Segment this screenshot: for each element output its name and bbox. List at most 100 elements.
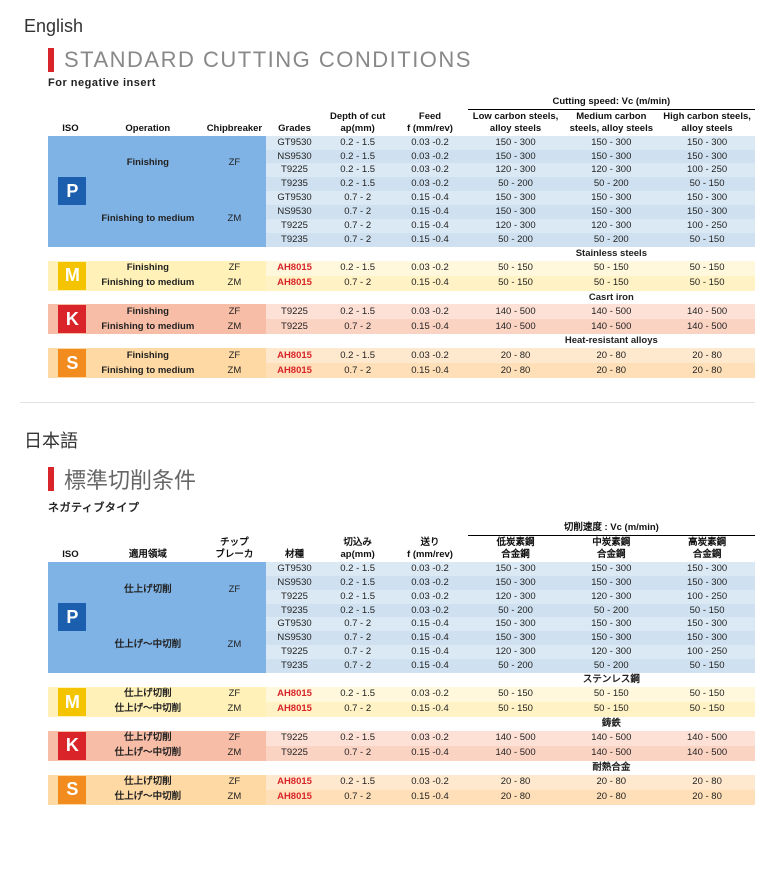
feed-cell: 0.15 -0.4 [392, 631, 467, 645]
depth-cell: 0.2 - 1.5 [323, 562, 392, 576]
grade-cell: T9225 [266, 645, 323, 659]
speed-cell: 140 - 500 [468, 731, 564, 746]
speed-cell: 50 - 150 [468, 261, 564, 276]
depth-cell: 0.7 - 2 [323, 191, 392, 205]
grade-cell: T9225 [266, 163, 323, 177]
iso-cell: S [48, 775, 93, 805]
speed-cell: 150 - 300 [468, 136, 564, 150]
speed-cell: 120 - 300 [468, 645, 564, 659]
table-body-en: PFinishingZFGT95300.2 - 1.50.03 -0.2150 … [48, 136, 755, 379]
speed-cell: 50 - 150 [468, 687, 564, 702]
th-depth: 切込みap(mm) [323, 521, 392, 562]
iso-badge: S [58, 349, 86, 377]
speed-cell: 150 - 300 [659, 576, 755, 590]
speed-cell: 50 - 150 [659, 276, 755, 291]
speed-cell: 50 - 200 [468, 177, 564, 191]
divider [20, 402, 755, 403]
speed-cell: 120 - 300 [563, 645, 659, 659]
material-label-row: Stainless steels [48, 247, 755, 261]
iso-badge: P [58, 177, 86, 205]
section-title-en: STANDARD CUTTING CONDITIONS [64, 47, 472, 73]
feed-cell: 0.03 -0.2 [392, 687, 467, 702]
speed-cell: 150 - 300 [659, 631, 755, 645]
speed-cell: 50 - 200 [563, 604, 659, 618]
speed-cell: 150 - 300 [659, 205, 755, 219]
iso-badge: M [58, 262, 86, 290]
feed-cell: 0.03 -0.2 [392, 177, 467, 191]
speed-cell: 140 - 500 [468, 304, 564, 319]
th-chipbreaker: Chipbreaker [203, 95, 266, 136]
speed-cell: 150 - 300 [659, 136, 755, 150]
material-label: 耐熱合金 [468, 761, 755, 775]
depth-cell: 0.7 - 2 [323, 702, 392, 717]
table-head: ISO Operation Chipbreaker Grades Depth o… [48, 95, 755, 136]
speed-cell: 140 - 500 [659, 319, 755, 334]
speed-cell: 150 - 300 [468, 576, 564, 590]
depth-cell: 0.2 - 1.5 [323, 687, 392, 702]
grade-cell: AH8015 [266, 702, 323, 717]
speed-cell: 150 - 300 [659, 191, 755, 205]
speed-cell: 50 - 200 [468, 659, 564, 673]
table-row: MFinishingZFAH80150.2 - 1.50.03 -0.250 -… [48, 261, 755, 276]
table-head: ISO 適用領域 チップ ブレーカ 材種 切込みap(mm) 送りf (mm/r… [48, 521, 755, 562]
feed-cell: 0.15 -0.4 [392, 276, 467, 291]
operation-cell: 仕上げ～中切削 [93, 702, 203, 717]
depth-cell: 0.7 - 2 [323, 746, 392, 761]
feed-cell: 0.03 -0.2 [392, 576, 467, 590]
chipbreaker-cell: ZF [203, 731, 266, 746]
depth-cell: 0.2 - 1.5 [323, 576, 392, 590]
title-row-en: STANDARD CUTTING CONDITIONS [48, 47, 755, 73]
iso-cell: P [48, 562, 93, 673]
grade-cell: T9235 [266, 177, 323, 191]
grade-cell: T9225 [266, 590, 323, 604]
speed-cell: 50 - 150 [659, 687, 755, 702]
depth-cell: 0.2 - 1.5 [323, 731, 392, 746]
speed-cell: 50 - 200 [468, 604, 564, 618]
speed-cell: 150 - 300 [563, 631, 659, 645]
table-row: 仕上げ～中切削ZMAH80150.7 - 20.15 -0.450 - 1505… [48, 702, 755, 717]
chipbreaker-cell: ZF [203, 348, 266, 363]
feed-cell: 0.15 -0.4 [392, 702, 467, 717]
chipbreaker-cell: ZM [203, 319, 266, 334]
depth-cell: 0.2 - 1.5 [323, 261, 392, 276]
speed-cell: 20 - 80 [468, 790, 564, 805]
chipbreaker-cell: ZM [203, 276, 266, 291]
th-depth: Depth of cutap(mm) [323, 95, 392, 136]
grade-cell: T9235 [266, 233, 323, 247]
grade-cell: NS9530 [266, 150, 323, 164]
section-title-ja: 標準切削条件 [64, 463, 196, 495]
grade-cell: T9225 [266, 304, 323, 319]
chipbreaker-cell: ZF [203, 261, 266, 276]
grade-cell: AH8015 [266, 276, 323, 291]
chipbreaker-cell: ZF [203, 304, 266, 319]
table-row: Finishing to mediumZMGT95300.7 - 20.15 -… [48, 191, 755, 205]
iso-cell: M [48, 261, 93, 291]
grade-cell: T9225 [266, 746, 323, 761]
speed-cell: 20 - 80 [659, 775, 755, 790]
speed-cell: 150 - 300 [563, 617, 659, 631]
speed-cell: 120 - 300 [563, 219, 659, 233]
table-row: Finishing to mediumZMAH80150.7 - 20.15 -… [48, 276, 755, 291]
speed-cell: 120 - 300 [468, 590, 564, 604]
title-row-ja: 標準切削条件 [48, 463, 755, 495]
speed-cell: 140 - 500 [563, 304, 659, 319]
th-operation: Operation [93, 95, 203, 136]
speed-cell: 50 - 200 [563, 659, 659, 673]
speed-cell: 20 - 80 [659, 363, 755, 378]
speed-cell: 20 - 80 [659, 790, 755, 805]
th-grades: 材種 [266, 521, 323, 562]
iso-cell: P [48, 136, 93, 247]
grade-cell: T9225 [266, 731, 323, 746]
grade-cell: GT9530 [266, 136, 323, 150]
feed-cell: 0.03 -0.2 [392, 590, 467, 604]
speed-cell: 50 - 150 [563, 276, 659, 291]
table-body-ja: P仕上げ切削ZFGT95300.2 - 1.50.03 -0.2150 - 30… [48, 562, 755, 805]
chipbreaker-cell: ZF [203, 687, 266, 702]
grade-cell: T9235 [266, 659, 323, 673]
th-high-carbon: 高炭素鋼合金鋼 [659, 536, 755, 562]
feed-cell: 0.15 -0.4 [392, 790, 467, 805]
speed-cell: 50 - 150 [659, 261, 755, 276]
speed-cell: 150 - 300 [468, 150, 564, 164]
depth-cell: 0.7 - 2 [323, 233, 392, 247]
chipbreaker-cell: ZM [203, 702, 266, 717]
